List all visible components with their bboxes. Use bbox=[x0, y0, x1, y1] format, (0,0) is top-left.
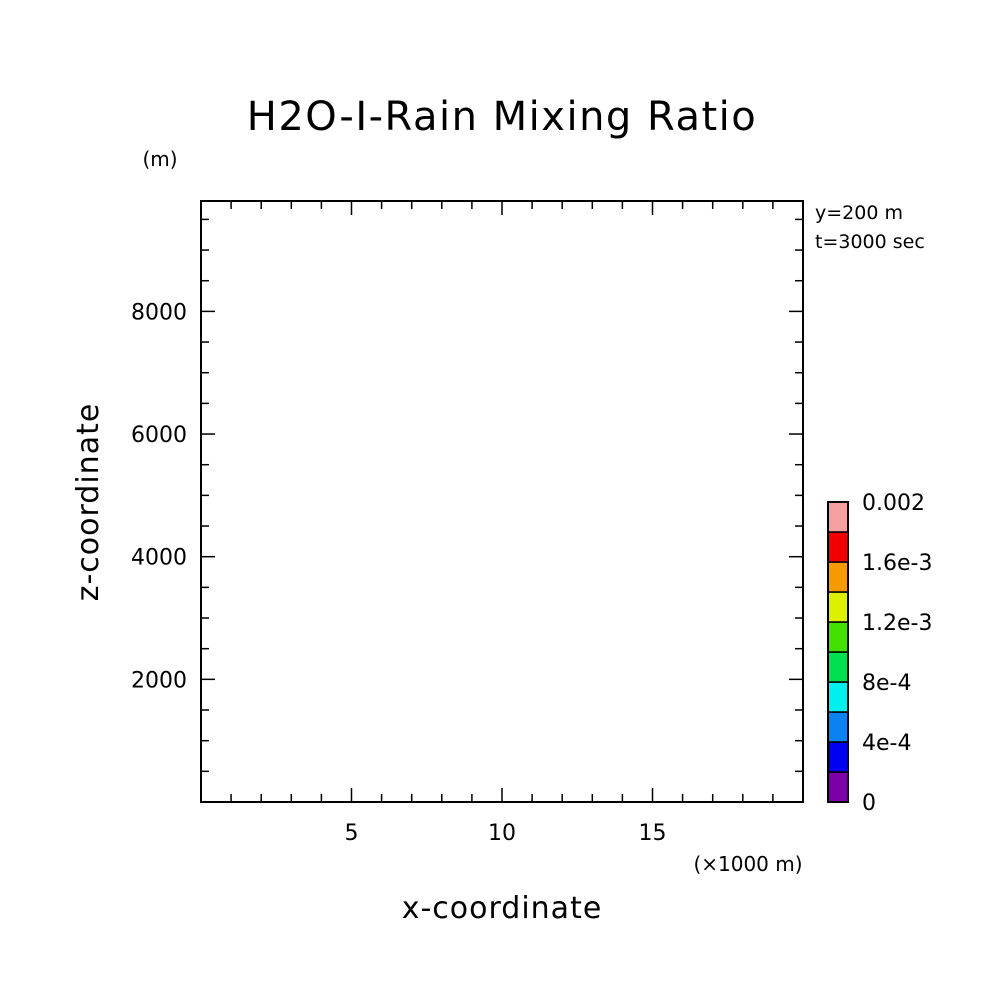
colorbar-label: 4e-4 bbox=[862, 731, 911, 756]
colorbar-swatch bbox=[827, 531, 849, 563]
y-tick-label: 6000 bbox=[131, 423, 187, 448]
y-axis-unit: (m) bbox=[142, 147, 177, 171]
colorbar-swatch bbox=[827, 771, 849, 803]
annotation-y-position: y=200 m bbox=[815, 202, 903, 224]
y-tick-label: 8000 bbox=[131, 300, 187, 325]
colorbar-swatch bbox=[827, 621, 849, 653]
plot-frame bbox=[200, 200, 804, 803]
x-axis-label: x-coordinate bbox=[402, 891, 603, 926]
colorbar-label: 1.6e-3 bbox=[862, 551, 932, 576]
x-tick-label: 5 bbox=[345, 821, 359, 846]
x-tick-label: 10 bbox=[488, 821, 516, 846]
colorbar-swatch bbox=[827, 711, 849, 743]
y-tick-label: 4000 bbox=[131, 546, 187, 571]
y-axis-label: z-coordinate bbox=[71, 403, 106, 602]
colorbar-label: 0 bbox=[862, 791, 876, 816]
y-tick-label: 2000 bbox=[131, 668, 187, 693]
colorbar-swatch bbox=[827, 561, 849, 593]
colorbar-swatch bbox=[827, 501, 849, 533]
colorbar: 0 4e-4 8e-4 1.2e-3 1.6e-3 0.002 bbox=[827, 491, 932, 816]
plot-area: 5 10 15 2000 4000 6000 8000 bbox=[131, 200, 804, 846]
colorbar-swatch bbox=[827, 591, 849, 623]
colorbar-label: 8e-4 bbox=[862, 671, 911, 696]
colorbar-label: 1.2e-3 bbox=[862, 611, 932, 636]
x-tick-label: 15 bbox=[639, 821, 667, 846]
colorbar-label: 0.002 bbox=[862, 491, 925, 516]
x-axis-unit: (×1000 m) bbox=[693, 852, 802, 876]
colorbar-swatch bbox=[827, 741, 849, 773]
annotation-time: t=3000 sec bbox=[815, 231, 925, 253]
colorbar-swatch bbox=[827, 651, 849, 683]
chart-title: H2O-I-Rain Mixing Ratio bbox=[247, 94, 757, 140]
colorbar-swatch bbox=[827, 681, 849, 713]
colorbar-frame bbox=[827, 501, 849, 803]
